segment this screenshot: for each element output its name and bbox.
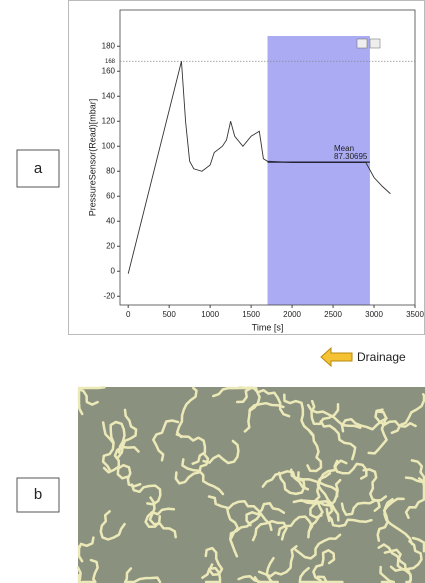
reference-label: 168 [105, 59, 116, 65]
pore-pattern [77, 386, 106, 390]
x-tick-label: 500 [162, 310, 176, 319]
pore-pattern [237, 575, 268, 583]
pore-pattern [404, 477, 425, 519]
y-tick-label: 160 [102, 66, 116, 75]
next-button [369, 38, 381, 49]
pore-pattern [313, 459, 348, 503]
pore-pattern [212, 385, 251, 398]
pore-pattern [292, 499, 324, 533]
pore-pattern [181, 458, 225, 496]
pore-pattern [99, 510, 126, 541]
pore-pattern [310, 399, 340, 426]
pore-pattern [367, 410, 388, 455]
pore-pattern [411, 536, 425, 553]
x-axis-label: Time [s] [252, 322, 284, 332]
pore-pattern [306, 429, 323, 473]
mean-value: 87.30695 [334, 152, 368, 161]
pore-pattern [109, 420, 126, 454]
pore-pattern [175, 386, 198, 439]
y-tick-label: 140 [102, 91, 116, 100]
pore-pattern [325, 507, 373, 528]
pore-pattern [294, 533, 342, 560]
x-tick-label: 1500 [242, 310, 260, 319]
pore-pattern [81, 558, 99, 583]
pore-pattern [389, 540, 423, 572]
chart-frame [68, 0, 425, 335]
pore-pattern [283, 393, 314, 436]
panel-label: a [34, 160, 43, 177]
pore-pattern [235, 386, 261, 413]
pore-pattern [261, 470, 310, 491]
x-tick-label: 2000 [283, 310, 301, 319]
panel-label: b [34, 486, 42, 503]
micrograph-pattern [76, 385, 425, 583]
panel-box [16, 477, 60, 513]
pore-pattern [290, 468, 339, 498]
pore-pattern [277, 471, 306, 496]
pore-pattern [319, 420, 357, 461]
y-tick-label: 40 [106, 216, 115, 225]
pore-pattern [77, 388, 99, 416]
y-tick-label: 100 [102, 141, 116, 150]
pore-pattern [227, 499, 273, 532]
pore-pattern [101, 421, 115, 473]
pore-pattern [333, 459, 368, 480]
pore-pattern [245, 502, 286, 527]
pore-pattern [102, 445, 140, 474]
pore-pattern [202, 439, 240, 465]
plot-frame [119, 9, 416, 306]
y-tick-label: 60 [106, 191, 115, 200]
pore-pattern [251, 519, 288, 542]
x-tick-label: 3000 [365, 310, 383, 319]
pore-pattern [130, 483, 162, 506]
pore-pattern [298, 566, 322, 583]
pore-pattern [379, 565, 396, 583]
panel-box [16, 149, 60, 188]
pore-pattern [243, 401, 285, 433]
x-tick-label: 1000 [201, 310, 219, 319]
mean-label: Mean [334, 144, 354, 153]
pore-pattern [144, 507, 176, 529]
pore-pattern [374, 408, 417, 428]
pore-pattern [76, 566, 82, 583]
pore-pattern [204, 546, 224, 576]
pore-pattern [77, 536, 95, 563]
pore-pattern [175, 433, 207, 465]
pore-pattern [257, 545, 298, 578]
pore-pattern [316, 575, 344, 583]
y-tick-label: 180 [102, 41, 116, 50]
pore-pattern [309, 500, 334, 523]
pore-pattern [123, 567, 162, 583]
pore-pattern [116, 408, 138, 459]
x-tick-label: 2500 [324, 310, 342, 319]
y-tick-label: 80 [106, 166, 115, 175]
x-tick-label: 3500 [406, 310, 424, 319]
y-tick-label: -20 [103, 291, 115, 300]
pore-pattern [390, 393, 425, 435]
close-button [356, 38, 368, 49]
x-tick-label: 0 [126, 310, 131, 319]
pore-pattern [340, 417, 388, 433]
arrow [320, 346, 353, 368]
arrow-label: Drainage [357, 350, 406, 364]
y-tick-label: 0 [111, 266, 116, 275]
pore-pattern [362, 468, 381, 512]
highlight-region [267, 36, 370, 305]
pore-pattern [376, 497, 405, 542]
pore-pattern [148, 496, 177, 539]
pore-pattern [312, 549, 336, 582]
pore-pattern [265, 556, 279, 583]
pore-pattern [377, 543, 413, 583]
pore-pattern [152, 419, 180, 462]
pore-pattern [207, 495, 240, 540]
y-tick-label: 20 [106, 241, 115, 250]
pore-pattern [306, 403, 362, 429]
y-tick-label: 120 [102, 116, 116, 125]
y-axis-label: PressureSensor(Read)[mbar] [87, 99, 97, 217]
pore-pattern [316, 471, 340, 522]
